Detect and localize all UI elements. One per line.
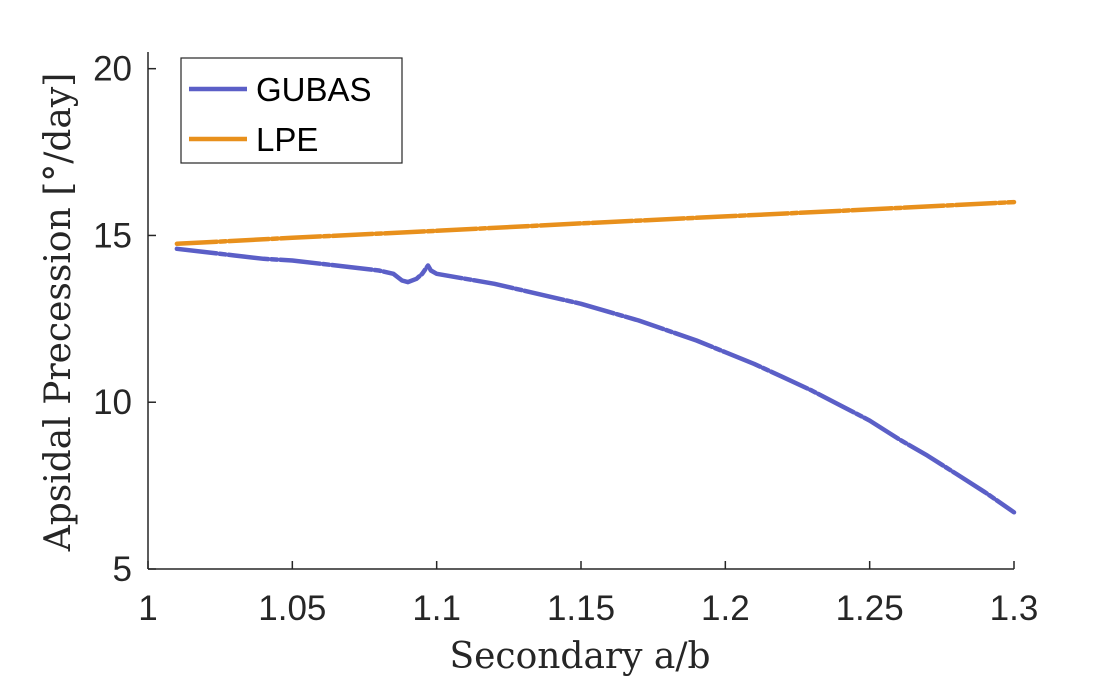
axes — [147, 52, 1015, 570]
legend-box — [180, 57, 403, 164]
y-tick-label: 15 — [93, 216, 132, 255]
x-tick-label: 1.05 — [258, 589, 326, 628]
series-line-lpe — [174, 199, 1017, 247]
legend-label: LPE — [256, 121, 318, 158]
y-tick-label: 5 — [113, 550, 132, 589]
series-line-gubas — [174, 246, 1017, 515]
x-axis-title: Secondary a/b — [449, 636, 710, 677]
series-lines — [174, 199, 1017, 515]
y-axis-title: Apsidal Precession [°/day] — [38, 73, 79, 553]
tick-labels: 1 1.05 1.1 1.15 1.2 1.25 1.3 5 10 15 20 — [93, 50, 1038, 628]
x-tick-label: 1.3 — [990, 589, 1039, 628]
x-tick-label: 1 — [138, 589, 157, 628]
x-tick-label: 1.25 — [836, 589, 904, 628]
x-tick-label: 1.1 — [412, 589, 461, 628]
x-tick-label: 1.15 — [547, 589, 615, 628]
legend: GUBAS LPE — [180, 57, 403, 164]
x-tick-label: 1.2 — [701, 589, 750, 628]
y-tick-label: 20 — [93, 50, 132, 89]
legend-label: GUBAS — [256, 71, 372, 108]
y-tick-label: 10 — [93, 383, 132, 422]
